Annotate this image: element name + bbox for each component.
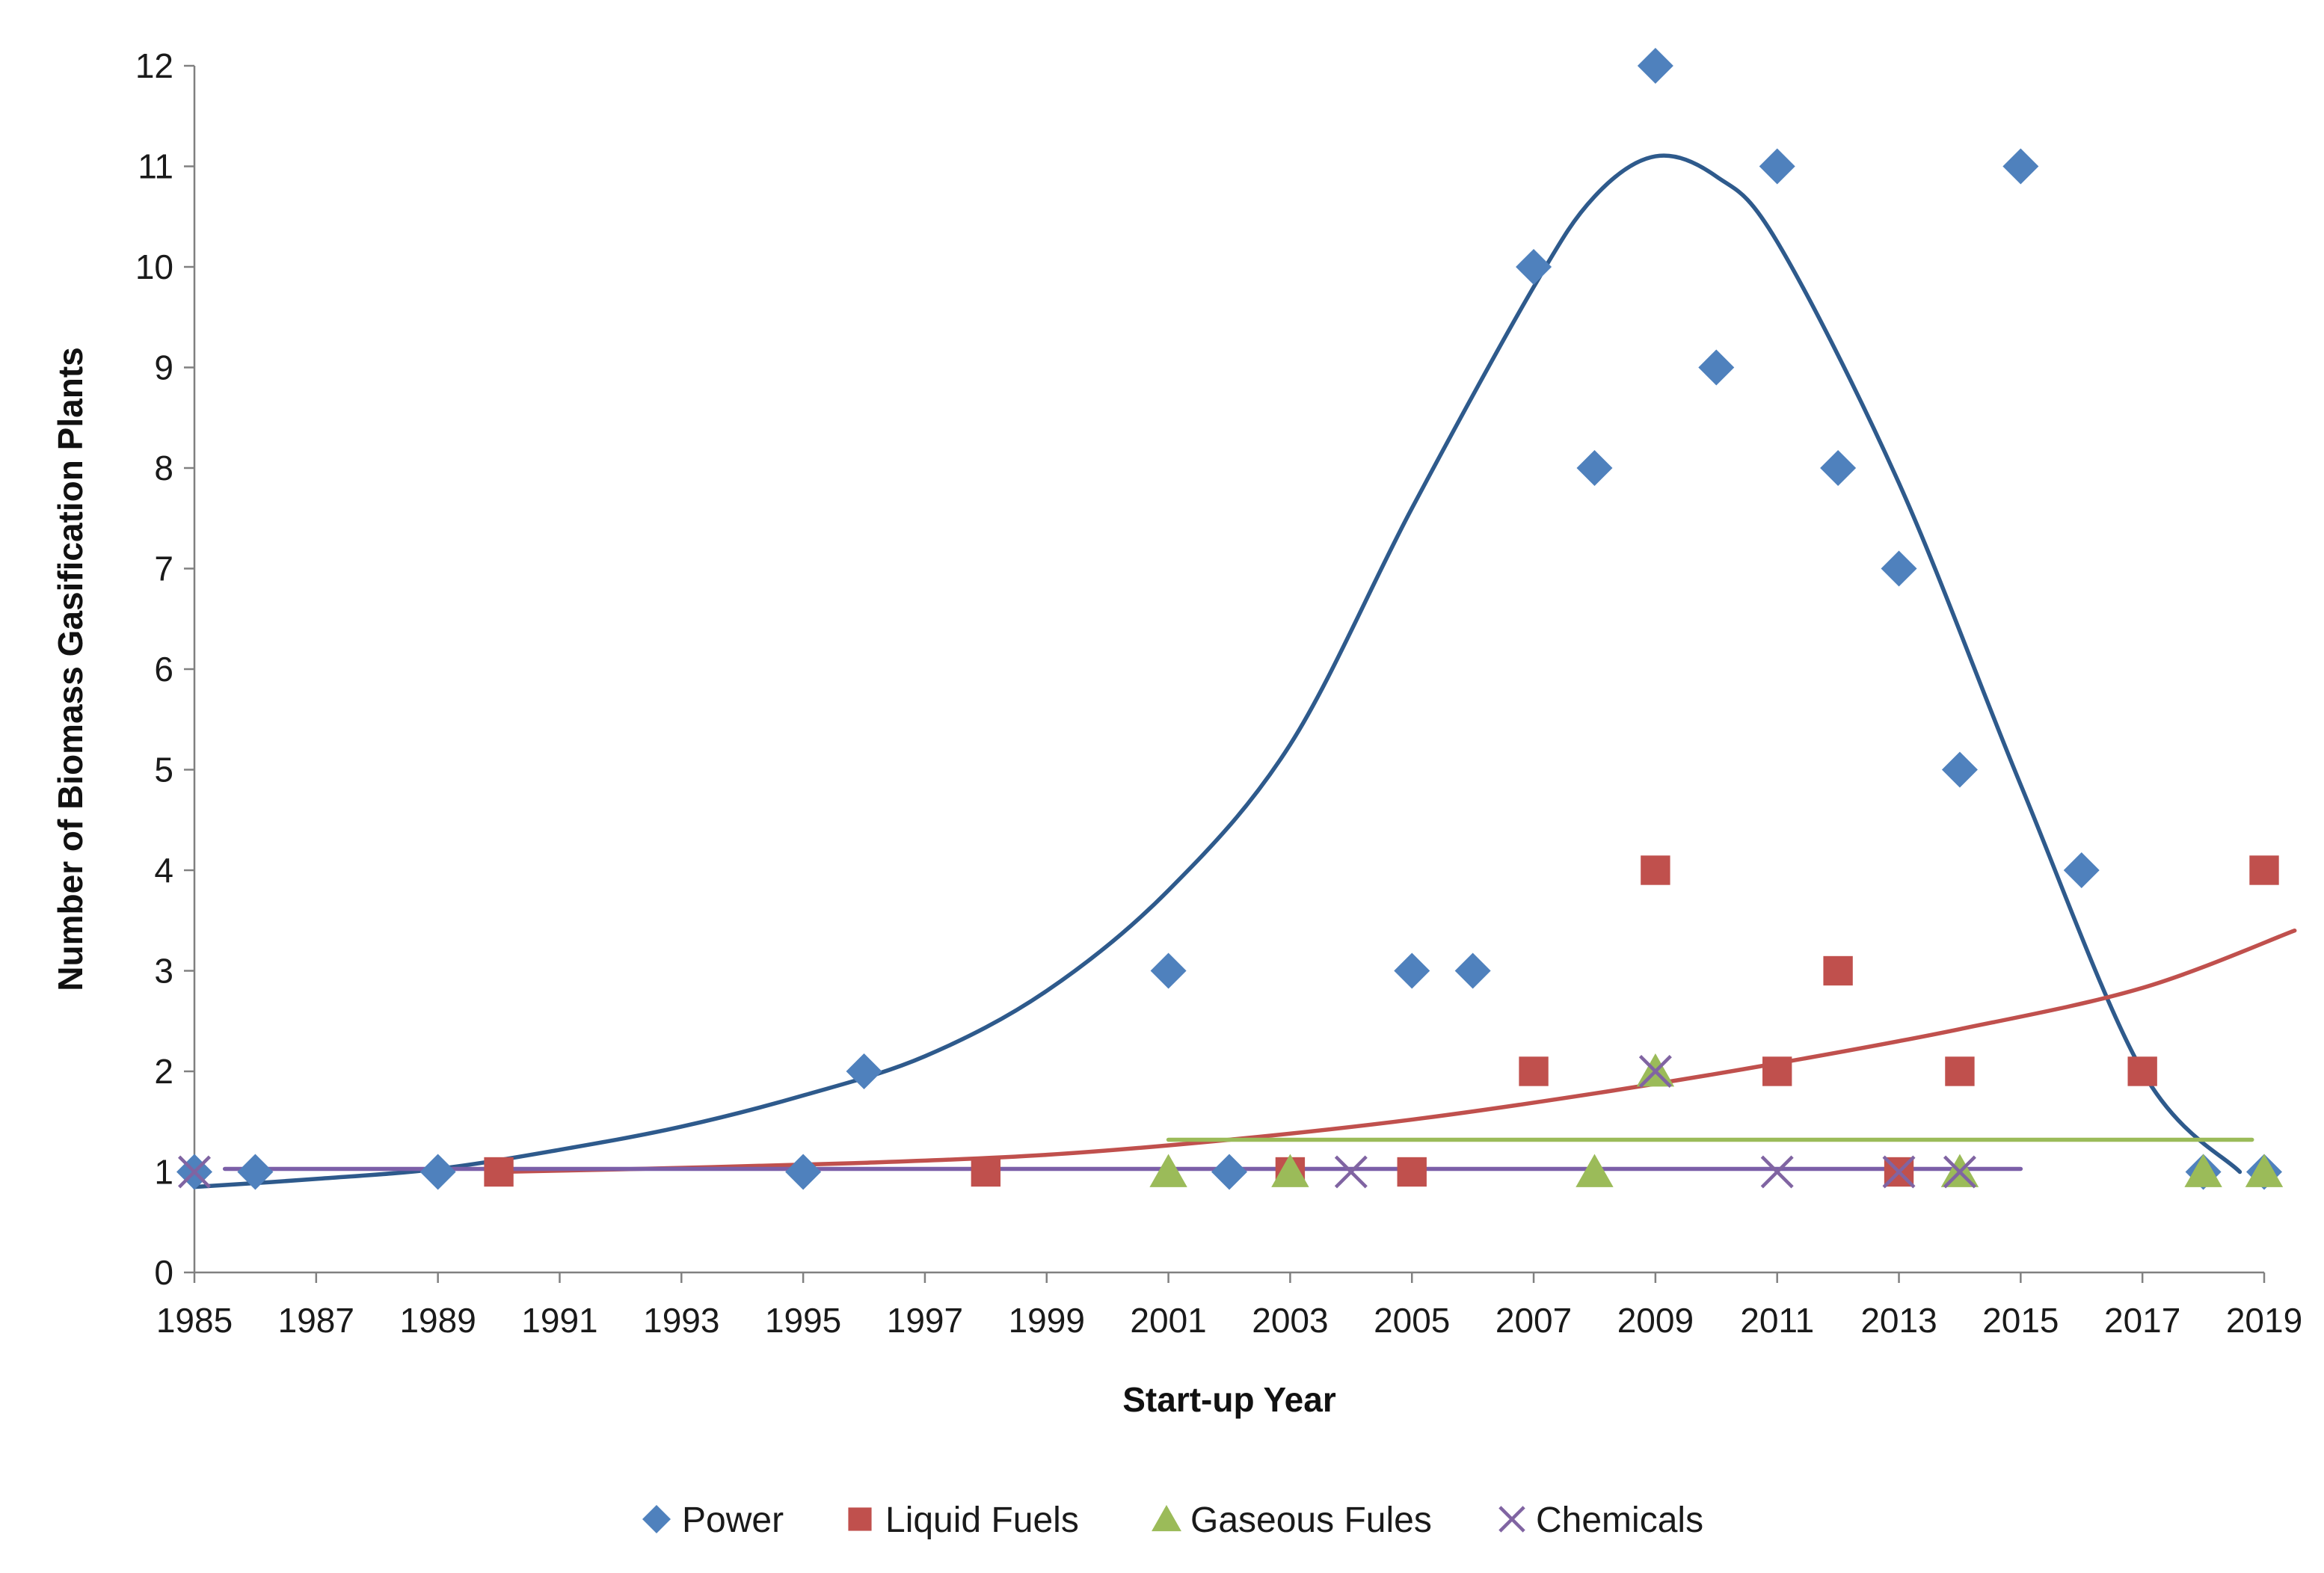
y-tick-label: 8 xyxy=(154,449,173,487)
point-gaseous-fules xyxy=(1576,1154,1614,1187)
legend-label-liquid-fuels: Liquid Fuels xyxy=(885,1500,1079,1540)
x-tick-label: 2013 xyxy=(1860,1301,1937,1340)
point-power xyxy=(2002,148,2039,185)
point-power xyxy=(785,1154,822,1190)
point-chemicals xyxy=(1638,1055,1672,1088)
y-tick-label: 12 xyxy=(135,46,173,85)
point-power xyxy=(1576,450,1613,486)
marker-stroke xyxy=(1638,1055,1672,1088)
trendline-power xyxy=(192,153,2242,1189)
legend-marker-power xyxy=(642,1505,671,1533)
point-liquid-fuels xyxy=(484,1157,514,1187)
point-liquid-fuels xyxy=(1823,955,1853,986)
point-chemicals xyxy=(1760,1155,1794,1189)
legend-label-power: Power xyxy=(682,1500,784,1540)
legend-marker-liquid-fuels xyxy=(848,1507,872,1531)
marker-stroke xyxy=(1334,1155,1368,1189)
legend-label-chemicals: Chemicals xyxy=(1536,1500,1703,1540)
point-liquid-fuels xyxy=(2127,1056,2157,1086)
y-tick-label: 7 xyxy=(154,550,173,588)
marker-stroke xyxy=(1760,1155,1794,1189)
y-tick-label: 2 xyxy=(154,1052,173,1091)
point-power xyxy=(1637,48,1673,84)
y-tick-label: 1 xyxy=(154,1153,173,1192)
point-power xyxy=(419,1154,456,1190)
legend-marker-chemicals xyxy=(1498,1506,1525,1533)
point-power xyxy=(1454,952,1491,989)
x-tick-label: 2005 xyxy=(1374,1301,1450,1340)
point-power xyxy=(1881,550,1917,587)
x-tick-label: 1989 xyxy=(399,1301,476,1340)
point-power xyxy=(2063,852,2100,888)
point-liquid-fuels xyxy=(2249,855,2279,885)
point-gaseous-fules xyxy=(2184,1154,2222,1187)
y-tick-label: 10 xyxy=(135,247,173,286)
point-gaseous-fules xyxy=(1271,1154,1309,1187)
legend-label-gaseous-fules: Gaseous Fules xyxy=(1190,1500,1432,1540)
x-tick-label: 2011 xyxy=(1740,1301,1814,1340)
point-liquid-fuels xyxy=(1762,1056,1792,1086)
x-tick-label: 1999 xyxy=(1009,1301,1085,1340)
point-power xyxy=(1759,148,1795,185)
x-tick-label: 1993 xyxy=(643,1301,719,1340)
point-liquid-fuels xyxy=(971,1157,1001,1187)
x-tick-label: 1985 xyxy=(156,1301,233,1340)
point-liquid-fuels xyxy=(1641,855,1670,885)
x-axis-title: Start-up Year xyxy=(1122,1380,1336,1419)
point-chemicals xyxy=(178,1155,211,1189)
point-liquid-fuels xyxy=(1519,1056,1549,1086)
point-power xyxy=(1394,952,1430,989)
point-liquid-fuels xyxy=(1945,1056,1975,1086)
x-tick-label: 1991 xyxy=(521,1301,597,1340)
y-tick-label: 9 xyxy=(154,348,173,387)
point-gaseous-fules xyxy=(2245,1154,2284,1187)
point-chemicals xyxy=(1943,1155,1976,1189)
y-tick-label: 4 xyxy=(154,851,173,890)
x-tick-label: 1997 xyxy=(887,1301,963,1340)
point-power xyxy=(1698,349,1735,386)
point-power xyxy=(1516,249,1552,285)
point-power xyxy=(1211,1154,1247,1190)
y-tick-label: 0 xyxy=(154,1253,173,1292)
point-power xyxy=(237,1154,274,1190)
y-axis-title: Number of Biomass Gasification Plants xyxy=(51,347,90,991)
marker-stroke xyxy=(1498,1506,1525,1533)
x-tick-label: 2001 xyxy=(1130,1301,1206,1340)
point-gaseous-fules xyxy=(1149,1154,1187,1187)
x-tick-label: 2017 xyxy=(2104,1301,2180,1340)
point-power xyxy=(1820,450,1857,486)
x-tick-label: 2009 xyxy=(1617,1301,1694,1340)
x-tick-label: 1987 xyxy=(278,1301,354,1340)
legend: Power Liquid Fuels Gaseous Fules Chemicals xyxy=(642,1500,1703,1540)
x-tick-label: 2003 xyxy=(1252,1301,1328,1340)
trend-lines xyxy=(192,153,2297,1189)
data-markers xyxy=(176,48,2284,1190)
point-liquid-fuels xyxy=(1397,1157,1427,1187)
marker-stroke xyxy=(178,1155,211,1189)
y-tick-label: 3 xyxy=(154,952,173,991)
y-tick-label: 11 xyxy=(138,147,173,186)
point-power xyxy=(1941,751,1978,788)
x-tick-label: 1995 xyxy=(765,1301,841,1340)
marker-stroke xyxy=(1882,1155,1916,1189)
point-chemicals xyxy=(1882,1155,1916,1189)
y-tick-label: 5 xyxy=(154,751,173,789)
y-tick-label: 6 xyxy=(154,650,173,689)
legend-marker-gaseous-fules xyxy=(1152,1505,1181,1532)
x-tick-label: 2007 xyxy=(1495,1301,1572,1340)
x-tick-label: 2015 xyxy=(1982,1301,2059,1340)
x-tick-label: 2019 xyxy=(2226,1301,2302,1340)
point-chemicals xyxy=(1334,1155,1368,1189)
marker-stroke xyxy=(1943,1155,1976,1189)
point-power xyxy=(846,1053,882,1089)
point-power xyxy=(1150,952,1187,989)
trendline-liquid-fuels xyxy=(497,928,2297,1175)
